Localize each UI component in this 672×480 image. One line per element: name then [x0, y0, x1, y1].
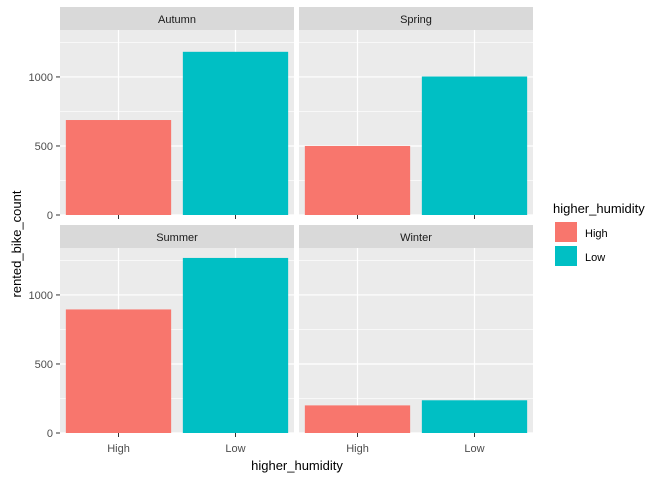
strip-label-winter: Winter [400, 232, 432, 244]
bar-summer-low [182, 257, 289, 433]
y-tick-label: 0 [47, 210, 53, 222]
x-tick-label: Low [225, 443, 245, 455]
panel-spring: Spring [299, 7, 533, 216]
strip-label-spring: Spring [400, 14, 432, 26]
legend: higher_humidity High Low [553, 201, 645, 266]
strip-label-autumn: Autumn [158, 14, 196, 26]
axes: 0 500 1000 0 500 1000 High Low High Low [29, 72, 485, 455]
strip-winter [299, 225, 533, 248]
x-axis-title: higher_humidity [251, 458, 343, 473]
panel-winter: Winter [299, 225, 533, 434]
bar-winter-high [304, 405, 411, 433]
bar-summer-high [65, 309, 172, 433]
facet-panels: Autumn Spring Summer Winter [60, 7, 533, 434]
x-tick-label: Low [464, 443, 484, 455]
strip-spring [299, 7, 533, 30]
legend-key-high [555, 222, 577, 242]
bar-winter-low [421, 400, 528, 433]
x-tick-label: High [107, 443, 130, 455]
legend-key-low [555, 246, 577, 266]
legend-label-low: Low [585, 252, 605, 264]
y-tick-label: 1000 [29, 290, 53, 302]
panel-autumn: Autumn [60, 7, 294, 216]
bar-autumn-high [65, 120, 172, 215]
legend-label-high: High [585, 228, 608, 240]
bar-spring-high [304, 145, 411, 215]
y-axis-title: rented_bike_count [9, 190, 24, 297]
strip-summer [60, 225, 294, 248]
legend-title: higher_humidity [553, 201, 645, 216]
y-tick-label: 0 [47, 428, 53, 440]
x-tick-label: High [346, 443, 369, 455]
panel-summer: Summer [60, 225, 294, 434]
bar-spring-low [421, 76, 528, 215]
strip-autumn [60, 7, 294, 30]
strip-label-summer: Summer [156, 232, 198, 244]
y-tick-label: 500 [35, 359, 53, 371]
y-tick-label: 1000 [29, 72, 53, 84]
bar-autumn-low [182, 51, 289, 216]
y-tick-label: 500 [35, 141, 53, 153]
